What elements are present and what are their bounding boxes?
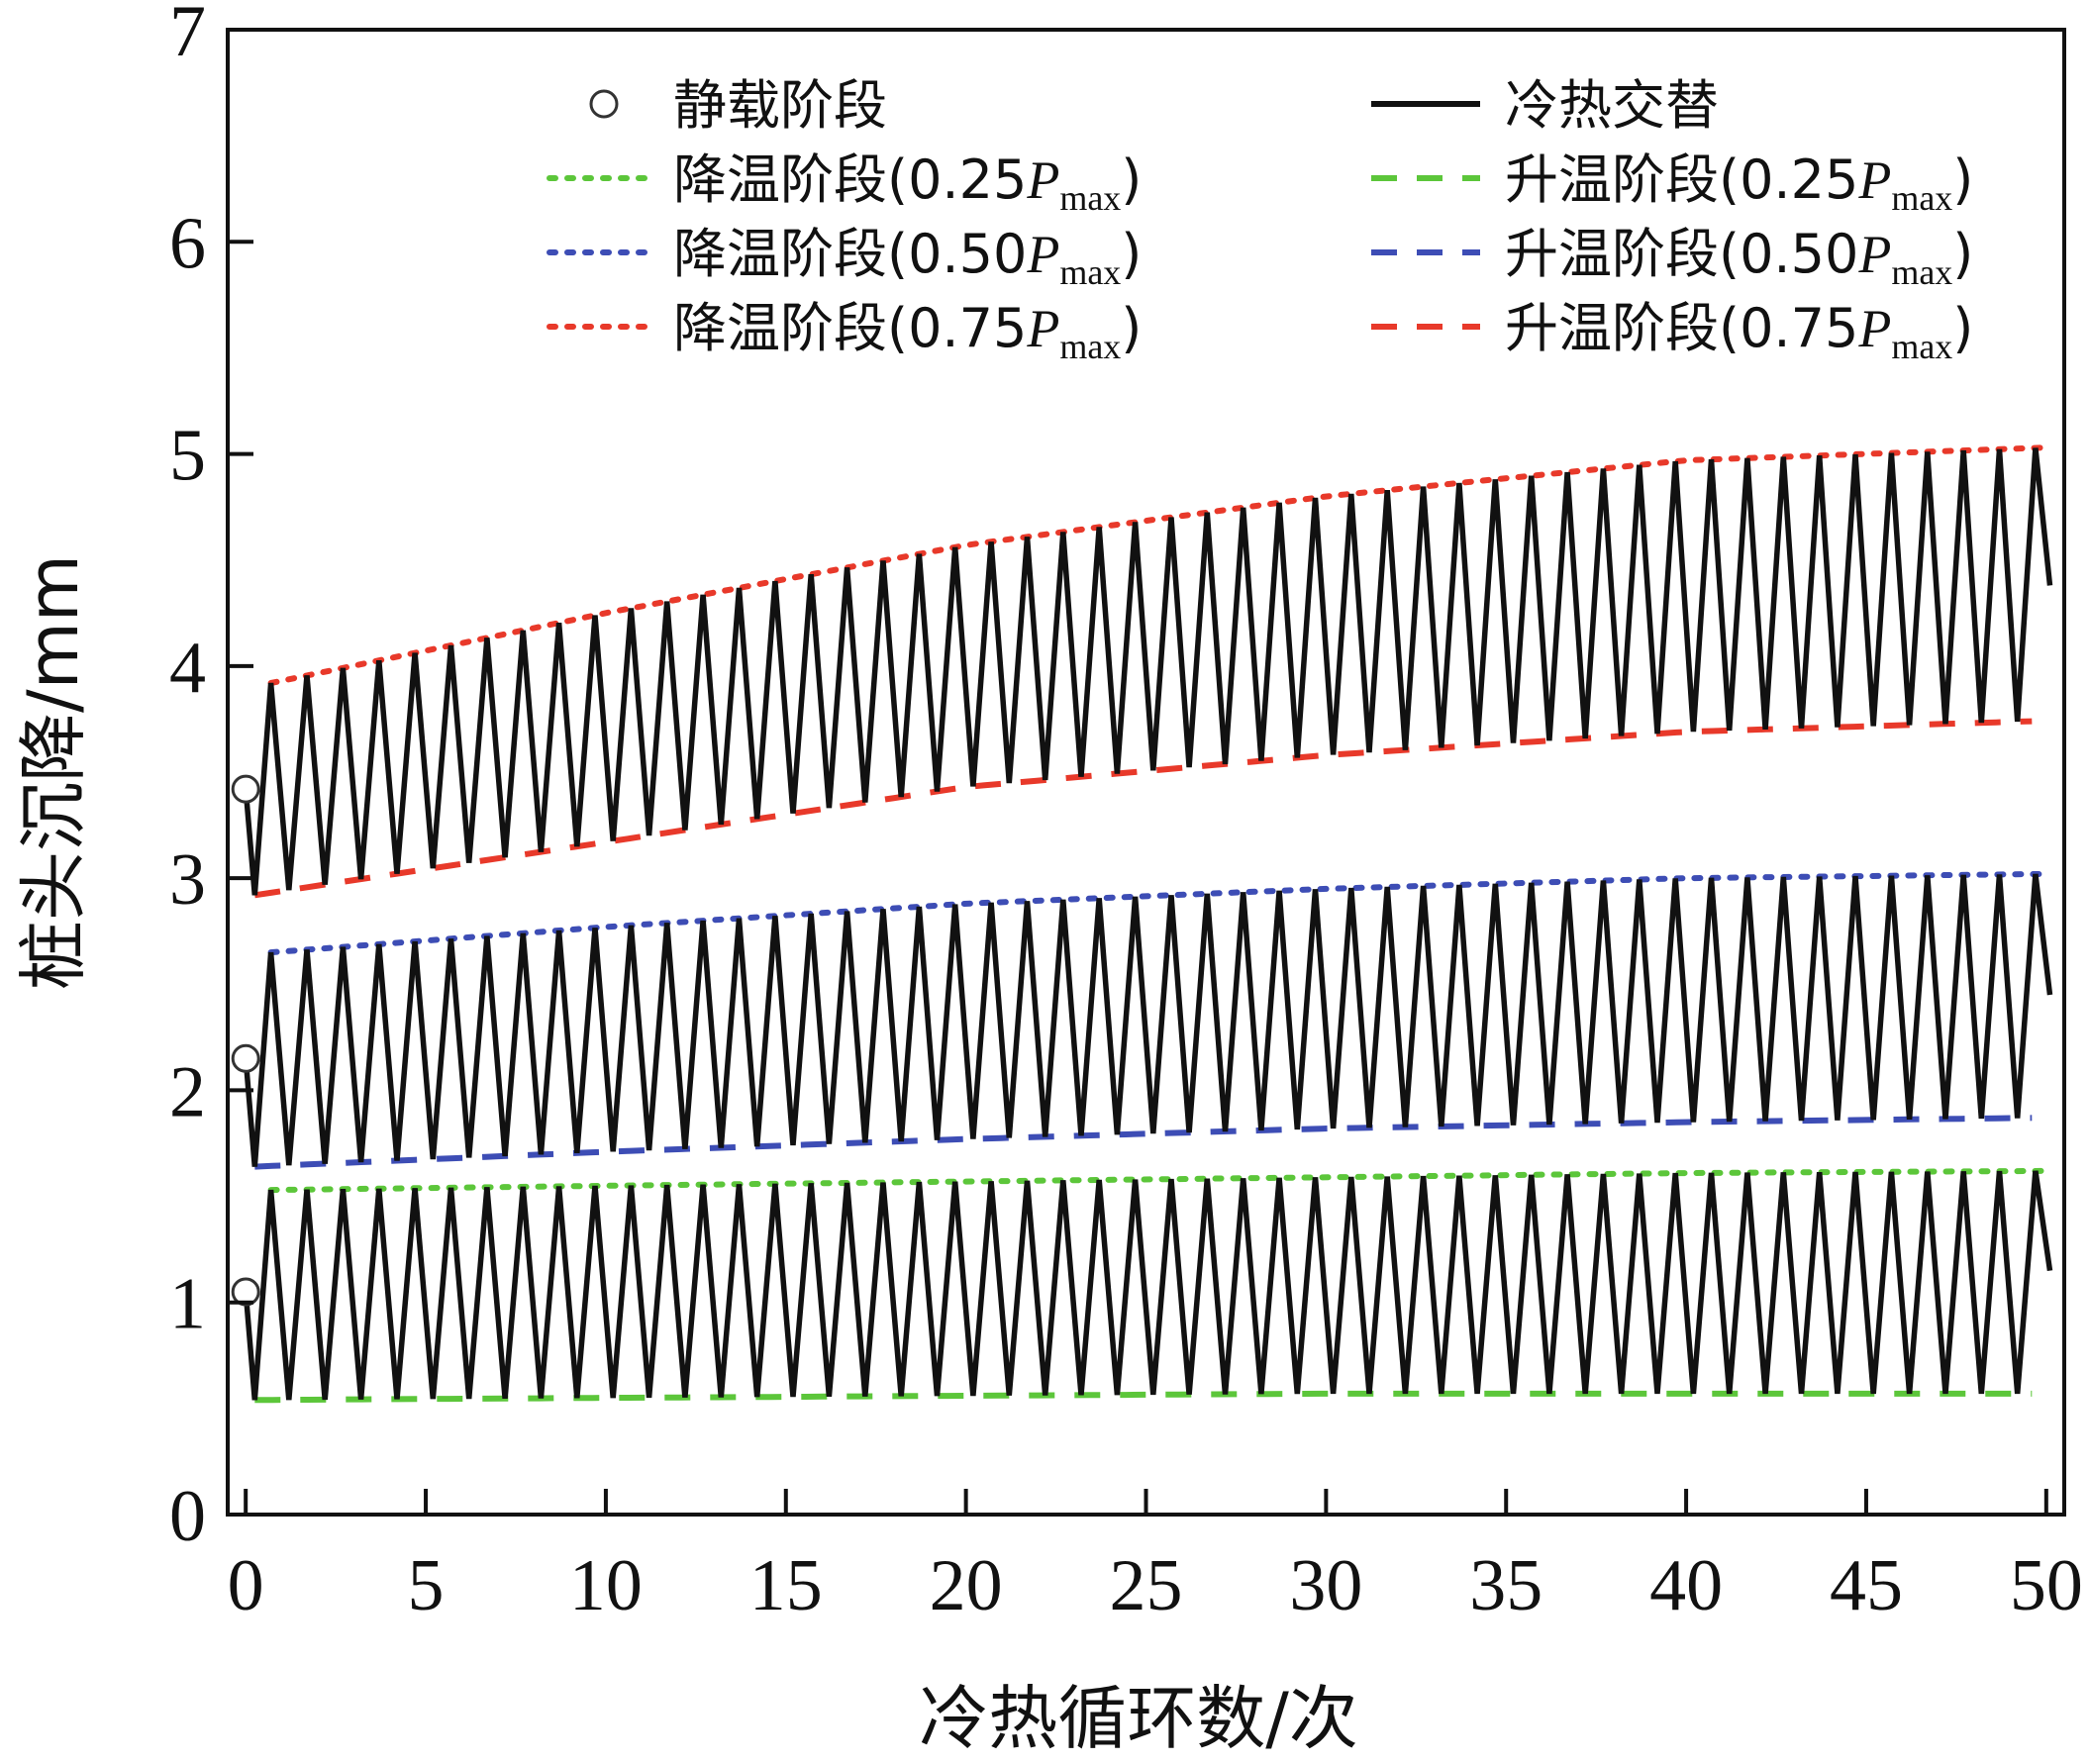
static-point-0.75Pmax xyxy=(231,774,260,804)
legend-item-cool_025: 降温阶段(0.25Pmax) xyxy=(547,148,1142,218)
static-points xyxy=(231,774,260,1307)
cycle-line-0.75Pmax xyxy=(243,447,2053,896)
y-tick-label: 1 xyxy=(169,1264,206,1345)
static-point-0.50Pmax xyxy=(231,1043,260,1073)
legend-label: 降温阶段(0.25Pmax) xyxy=(673,148,1142,218)
cooling-envelope-0.25Pmax xyxy=(267,1167,2049,1194)
x-tick-label: 25 xyxy=(1110,1545,1183,1626)
legend-label: 降温阶段(0.75Pmax) xyxy=(673,297,1142,366)
legend-item-heat_050: 升温阶段(0.50Pmax) xyxy=(1371,223,1973,292)
x-tick-label: 10 xyxy=(569,1545,643,1626)
cycle-line-0.25Pmax xyxy=(243,1170,2053,1401)
legend-marker xyxy=(589,89,619,119)
legend-label: 静载阶段 xyxy=(673,74,887,137)
legend-item-cycle: 冷热交替 xyxy=(1371,74,1719,137)
heating-envelope-0.50Pmax xyxy=(254,1115,2033,1170)
legend-item-heat_075: 升温阶段(0.75Pmax) xyxy=(1371,297,1973,366)
x-axis-title: 冷热循环数/次 xyxy=(919,1678,1358,1759)
y-tick-label: 6 xyxy=(169,203,206,284)
x-tick-label: 50 xyxy=(2010,1545,2083,1626)
x-tick-label: 45 xyxy=(1830,1545,1903,1626)
legend-label: 升温阶段(0.75Pmax) xyxy=(1505,297,1973,366)
x-tick-label: 5 xyxy=(408,1545,445,1626)
x-tick-label: 30 xyxy=(1289,1545,1362,1626)
y-tick-label: 0 xyxy=(169,1476,206,1557)
legend-label: 降温阶段(0.50Pmax) xyxy=(673,223,1142,292)
legend-label: 升温阶段(0.25Pmax) xyxy=(1505,148,1973,218)
x-tick-label: 0 xyxy=(228,1545,264,1626)
static-point-0.25Pmax xyxy=(231,1277,260,1307)
cooling-envelope-0.75Pmax xyxy=(267,444,2049,686)
x-tick-label: 15 xyxy=(749,1545,823,1626)
x-tick-label: 40 xyxy=(1649,1545,1723,1626)
legend-label: 升温阶段(0.50Pmax) xyxy=(1505,223,1973,292)
y-tick-label: 4 xyxy=(169,628,206,709)
cycle-line-0.50Pmax xyxy=(243,873,2053,1167)
cooling-envelope-0.50Pmax xyxy=(267,870,2049,956)
heating-envelope-0.75Pmax xyxy=(253,718,2033,899)
y-tick-label: 5 xyxy=(169,416,206,497)
legend-item-heat_025: 升温阶段(0.25Pmax) xyxy=(1371,148,1973,218)
y-tick-label: 7 xyxy=(169,0,206,72)
y-tick-label: 2 xyxy=(169,1051,206,1132)
y-axis-title: 桩头沉降/mm xyxy=(13,554,94,990)
series-layer xyxy=(243,444,2053,1404)
heating-envelope-0.25Pmax xyxy=(254,1390,2033,1404)
legend-item-cool_075: 降温阶段(0.75Pmax) xyxy=(547,297,1142,366)
x-tick-label: 20 xyxy=(930,1545,1003,1626)
legend-label: 冷热交替 xyxy=(1505,74,1719,137)
legend-item-static: 静载阶段 xyxy=(589,74,887,137)
legend-item-cool_050: 降温阶段(0.50Pmax) xyxy=(547,223,1142,292)
x-tick-label: 35 xyxy=(1469,1545,1543,1626)
y-tick-label: 3 xyxy=(169,839,206,921)
